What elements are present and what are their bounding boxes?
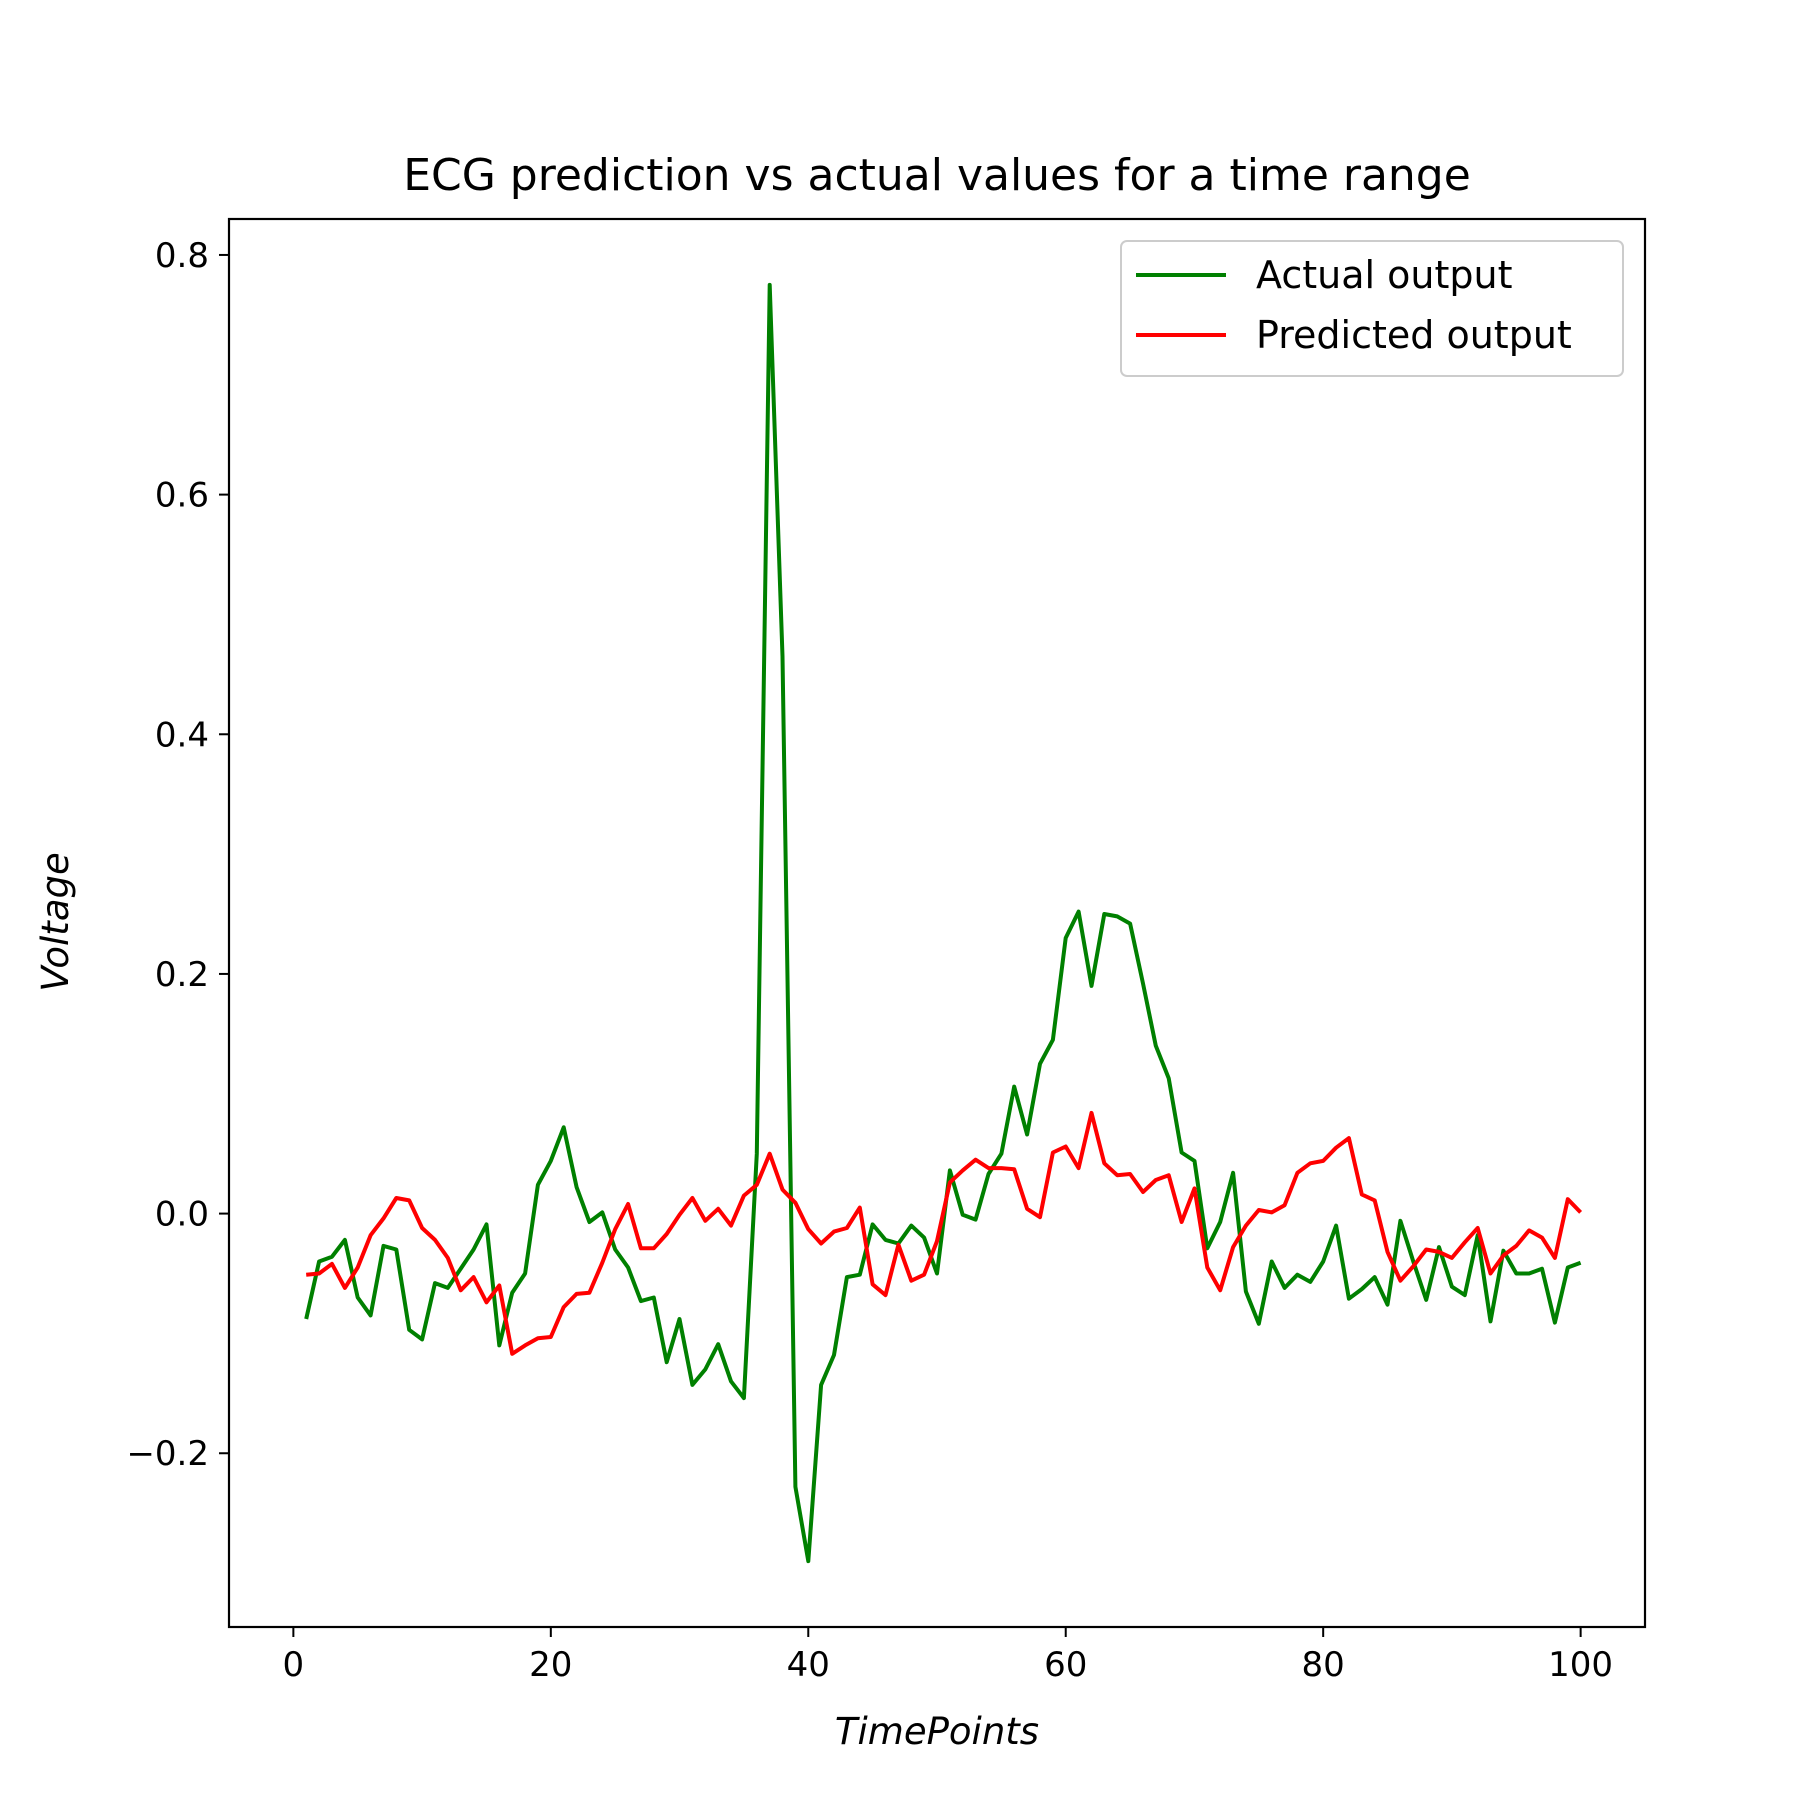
x-tick-label: 0 — [283, 1645, 305, 1685]
y-axis-label: Voltage — [34, 852, 77, 992]
legend-label-predicted: Predicted output — [1256, 313, 1572, 357]
x-axis-label: TimePoints — [835, 1710, 1039, 1753]
y-tick-label: 0.2 — [155, 955, 209, 995]
y-tick-label: 0.4 — [155, 715, 209, 755]
x-axis-ticks: 0 20 40 60 80 100 — [283, 1627, 1613, 1685]
chart-title: ECG prediction vs actual values for a ti… — [403, 150, 1471, 201]
x-tick-label: 80 — [1302, 1645, 1345, 1685]
y-axis-ticks: −0.2 0.0 0.2 0.4 0.6 0.8 — [126, 236, 229, 1474]
series-line-actual — [304, 282, 1582, 1564]
y-tick-label: 0.6 — [155, 476, 209, 516]
legend-label-actual: Actual output — [1256, 253, 1512, 297]
x-tick-label: 40 — [787, 1645, 830, 1685]
x-tick-label: 100 — [1548, 1645, 1613, 1685]
y-tick-label: 0.8 — [155, 236, 209, 276]
y-tick-label: −0.2 — [126, 1434, 209, 1474]
legend-box — [1120, 240, 1624, 377]
x-tick-label: 60 — [1044, 1645, 1087, 1685]
plot-lines — [304, 282, 1583, 1564]
x-tick-label: 20 — [529, 1645, 572, 1685]
series-line-predicted — [306, 1110, 1583, 1356]
legend: Actual output Predicted output — [1120, 240, 1624, 377]
plot-frame — [227, 217, 1647, 1629]
y-tick-label: 0.0 — [155, 1195, 209, 1235]
